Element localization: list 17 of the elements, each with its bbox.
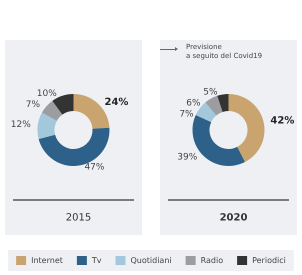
data-label: 12% xyxy=(10,120,32,130)
legend-label: Tv xyxy=(90,256,102,265)
data-label: 42% xyxy=(270,116,294,127)
legend-label: Quotidiani xyxy=(130,256,172,265)
legend-label: Radio xyxy=(200,256,224,265)
data-label: 24% xyxy=(104,96,128,108)
data-label: 10% xyxy=(36,88,58,99)
data-label: 6% xyxy=(186,98,201,108)
slice-label: 2020 xyxy=(220,212,248,224)
legend-label: Internet xyxy=(31,256,63,265)
data-label: 7% xyxy=(179,109,194,120)
data-label: 47% xyxy=(84,162,105,173)
legend-label: Periodici xyxy=(252,256,286,265)
data-label: 7% xyxy=(26,100,40,110)
data-label: 39% xyxy=(177,152,198,162)
slice-label: 2015 xyxy=(66,212,92,224)
data-label: 5% xyxy=(203,87,218,98)
